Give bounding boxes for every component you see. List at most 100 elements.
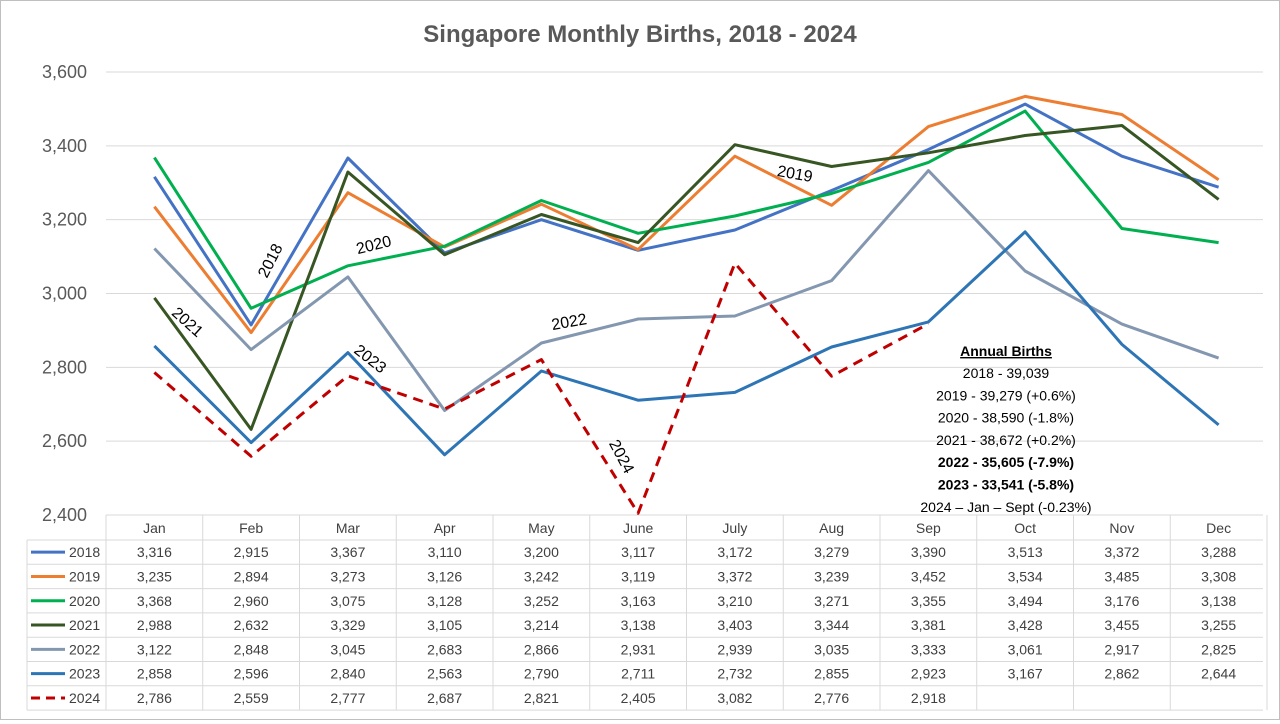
table-cell: 3,513 bbox=[1008, 544, 1043, 560]
table-cell: 2,644 bbox=[1201, 666, 1236, 682]
annotation-line: 2023 - 33,541 (-5.8%) bbox=[938, 477, 1074, 493]
x-category-label: Nov bbox=[1109, 520, 1134, 536]
x-category-label: Dec bbox=[1206, 520, 1231, 536]
table-cell: 2,732 bbox=[717, 666, 752, 682]
x-category-label: Apr bbox=[434, 520, 456, 536]
x-category-label: Sep bbox=[916, 520, 941, 536]
annotation-line: 2022 - 35,605 (-7.9%) bbox=[938, 454, 1074, 470]
table-cell: 2,776 bbox=[814, 690, 849, 706]
table-cell: 3,061 bbox=[1008, 641, 1043, 657]
table-cell: 3,163 bbox=[621, 593, 656, 609]
y-tick-label: 2,800 bbox=[42, 357, 87, 377]
table-cell: 2,862 bbox=[1104, 666, 1139, 682]
table-cell: 3,075 bbox=[330, 593, 365, 609]
table-cell: 2,923 bbox=[911, 666, 946, 682]
table-cell: 3,200 bbox=[524, 544, 559, 560]
annotation-heading: Annual Births bbox=[960, 343, 1052, 359]
table-cell: 3,372 bbox=[717, 568, 752, 584]
x-category-label: July bbox=[722, 520, 747, 536]
gridlines bbox=[106, 71, 1263, 442]
annotation-line: 2019 - 39,279 (+0.6%) bbox=[936, 387, 1076, 403]
table-cell: 3,355 bbox=[911, 593, 946, 609]
table-cell: 3,372 bbox=[1104, 544, 1139, 560]
table-cell: 2,596 bbox=[234, 666, 269, 682]
table-cell: 2,931 bbox=[621, 641, 656, 657]
table-cell: 3,128 bbox=[427, 593, 462, 609]
y-tick-label: 3,000 bbox=[42, 284, 87, 304]
series-lines bbox=[153, 94, 1220, 515]
line-label-2022: 2022 bbox=[550, 311, 588, 334]
table-cell: 3,126 bbox=[427, 568, 462, 584]
table-cell: 2,840 bbox=[330, 666, 365, 682]
table-cell: 3,082 bbox=[717, 690, 752, 706]
table-cell: 3,485 bbox=[1104, 568, 1139, 584]
x-category-label: Feb bbox=[239, 520, 263, 536]
table-cell: 2,786 bbox=[137, 690, 172, 706]
table-cell: 3,271 bbox=[814, 593, 849, 609]
y-axis-ticks: 2,400 2,600 2,800 3,000 3,200 3,400 3,600 bbox=[42, 62, 87, 525]
table-cell: 2,915 bbox=[234, 544, 269, 560]
table-cell: 3,242 bbox=[524, 568, 559, 584]
table-cell: 3,172 bbox=[717, 544, 752, 560]
annotation-line: 2020 - 38,590 (-1.8%) bbox=[938, 410, 1074, 426]
table-cell: 2,825 bbox=[1201, 641, 1236, 657]
table-cell: 3,288 bbox=[1201, 544, 1236, 560]
y-tick-label: 2,400 bbox=[42, 505, 87, 525]
table-cell: 3,368 bbox=[137, 593, 172, 609]
table-cell: 3,210 bbox=[717, 593, 752, 609]
table-cell: 3,381 bbox=[911, 617, 946, 633]
series-line-2023 bbox=[153, 230, 1220, 457]
legend-label-2018: 2018 bbox=[69, 544, 100, 560]
series-line-2021 bbox=[153, 124, 1220, 431]
table-cell: 3,428 bbox=[1008, 617, 1043, 633]
legend-label-2021: 2021 bbox=[69, 617, 100, 633]
table-cell: 3,333 bbox=[911, 641, 946, 657]
series-line-2018 bbox=[153, 102, 1220, 327]
table-cell: 3,255 bbox=[1201, 617, 1236, 633]
table-cell: 2,711 bbox=[621, 666, 655, 682]
table-cell: 2,918 bbox=[911, 690, 946, 706]
table-cell: 3,119 bbox=[621, 568, 655, 584]
x-category-label: Oct bbox=[1014, 520, 1036, 536]
table-cell: 3,138 bbox=[1201, 593, 1236, 609]
legend-label-2022: 2022 bbox=[69, 641, 100, 657]
table-cell: 3,167 bbox=[1008, 666, 1043, 682]
annotation-line: 2024 – Jan – Sept (-0.23%) bbox=[920, 499, 1091, 515]
table-cell: 3,239 bbox=[814, 568, 849, 584]
y-tick-label: 2,600 bbox=[42, 431, 87, 451]
table-cell: 2,683 bbox=[427, 641, 462, 657]
y-tick-label: 3,600 bbox=[42, 62, 87, 82]
table-cell: 3,273 bbox=[330, 568, 365, 584]
line-label-2020: 2020 bbox=[355, 233, 394, 258]
annual-births-annotation: Annual Births 2018 - 39,039 2019 - 39,279 … bbox=[920, 343, 1091, 515]
x-category-label: Jan bbox=[143, 520, 166, 536]
table-cell: 3,452 bbox=[911, 568, 946, 584]
table-cell: 2,405 bbox=[621, 690, 656, 706]
legend-label-2023: 2023 bbox=[69, 666, 100, 682]
table-cell: 3,534 bbox=[1008, 568, 1043, 584]
table-cell: 3,316 bbox=[137, 544, 172, 560]
table-cell: 2,632 bbox=[234, 617, 269, 633]
annotation-line: 2021 - 38,672 (+0.2%) bbox=[936, 432, 1076, 448]
table-cell: 2,777 bbox=[330, 690, 365, 706]
table-cell: 3,035 bbox=[814, 641, 849, 657]
table-cell: 3,367 bbox=[330, 544, 365, 560]
table-cell: 2,866 bbox=[524, 641, 559, 657]
table-cell: 3,122 bbox=[137, 641, 172, 657]
chart-title: Singapore Monthly Births, 2018 - 2024 bbox=[423, 21, 857, 48]
line-label-2023: 2023 bbox=[351, 342, 390, 377]
annotation-line: 2018 - 39,039 bbox=[963, 365, 1050, 381]
table-cell: 2,848 bbox=[234, 641, 269, 657]
table-cell: 2,858 bbox=[137, 666, 172, 682]
table-cell: 2,939 bbox=[717, 641, 752, 657]
table-cell: 3,235 bbox=[137, 568, 172, 584]
table-cell: 3,329 bbox=[330, 617, 365, 633]
x-category-label: Aug bbox=[819, 520, 844, 536]
line-label-2019: 2019 bbox=[776, 163, 814, 186]
y-tick-label: 3,200 bbox=[42, 210, 87, 230]
table-cell: 3,105 bbox=[427, 617, 462, 633]
table-cell: 2,821 bbox=[524, 690, 559, 706]
table-cell: 2,988 bbox=[137, 617, 172, 633]
line-label-2018: 2018 bbox=[255, 241, 286, 281]
